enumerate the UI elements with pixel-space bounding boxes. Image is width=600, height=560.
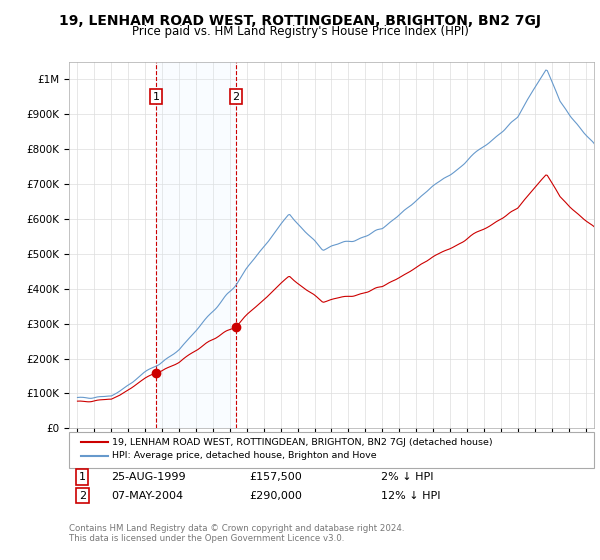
Text: 2: 2: [79, 491, 86, 501]
Text: 25-AUG-1999: 25-AUG-1999: [111, 472, 185, 482]
Text: 19, LENHAM ROAD WEST, ROTTINGDEAN, BRIGHTON, BN2 7GJ (detached house): 19, LENHAM ROAD WEST, ROTTINGDEAN, BRIGH…: [112, 438, 493, 447]
Text: 1: 1: [79, 472, 86, 482]
Bar: [156, 62, 236, 428]
Text: £157,500: £157,500: [249, 472, 302, 482]
Text: 07-MAY-2004: 07-MAY-2004: [111, 491, 183, 501]
Text: 1: 1: [153, 91, 160, 101]
Text: 19, LENHAM ROAD WEST, ROTTINGDEAN, BRIGHTON, BN2 7GJ: 19, LENHAM ROAD WEST, ROTTINGDEAN, BRIGH…: [59, 14, 541, 28]
Text: 12% ↓ HPI: 12% ↓ HPI: [381, 491, 440, 501]
Text: Contains HM Land Registry data © Crown copyright and database right 2024.
This d: Contains HM Land Registry data © Crown c…: [69, 524, 404, 543]
Text: HPI: Average price, detached house, Brighton and Hove: HPI: Average price, detached house, Brig…: [112, 451, 377, 460]
Text: 2: 2: [233, 91, 240, 101]
Text: Price paid vs. HM Land Registry's House Price Index (HPI): Price paid vs. HM Land Registry's House …: [131, 25, 469, 38]
Text: £290,000: £290,000: [249, 491, 302, 501]
Text: 2% ↓ HPI: 2% ↓ HPI: [381, 472, 433, 482]
